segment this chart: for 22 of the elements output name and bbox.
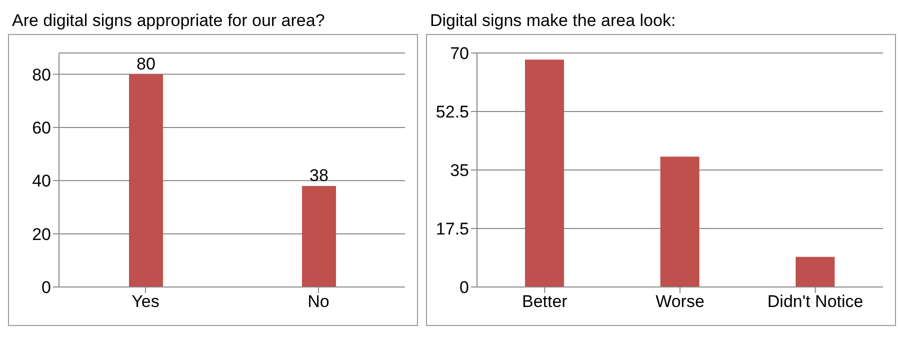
y-tick-label: 52.5: [436, 102, 469, 122]
x-tick-label: Better: [522, 292, 568, 312]
x-tick-label: Worse: [656, 292, 704, 312]
bar: [660, 156, 700, 287]
y-tick-label: 20: [32, 224, 51, 244]
x-tick-label: Yes: [132, 292, 160, 312]
y-tick-label: 80: [32, 65, 51, 84]
y-tick-label: 40: [32, 172, 51, 191]
y-tick-label: 17.5: [436, 220, 469, 239]
chart-title: Are digital signs appropriate for our area?: [11, 10, 326, 32]
chart-title: Digital signs make the area look:: [429, 10, 677, 32]
bar: [796, 256, 835, 287]
y-tick-label: 35: [450, 161, 469, 180]
y-tick-label: 0: [460, 278, 469, 298]
data-label: 38: [310, 166, 328, 185]
x-tick-label: No: [308, 292, 330, 312]
bar: [525, 60, 564, 287]
y-tick-label: 60: [32, 118, 51, 138]
x-tick-label: Didn't Notice: [767, 292, 864, 312]
y-tick-label: 70: [450, 44, 469, 64]
data-label: 80: [136, 54, 156, 74]
y-tick-label: 0: [42, 278, 51, 298]
